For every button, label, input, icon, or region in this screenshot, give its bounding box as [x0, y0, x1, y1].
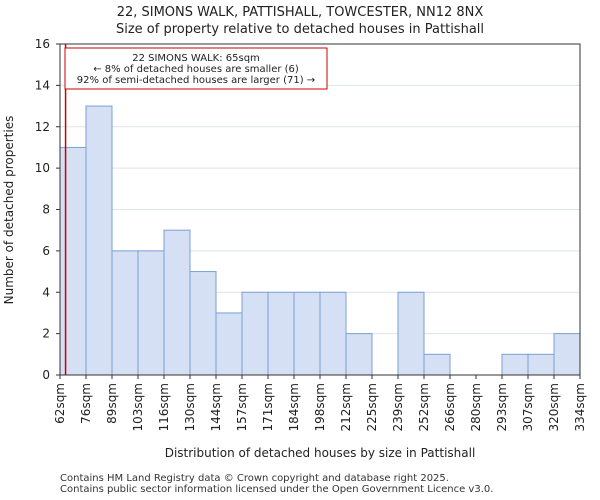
- x-tick-label: 334sqm: [573, 383, 587, 431]
- chart-title: 22, SIMONS WALK, PATTISHALL, TOWCESTER, …: [117, 5, 484, 20]
- bar-89sqm: [111, 250, 139, 376]
- bar-212sqm: [345, 333, 373, 376]
- x-tick-label: 280sqm: [469, 383, 483, 431]
- x-tick-label: 198sqm: [313, 383, 327, 431]
- bar-307sqm: [527, 353, 555, 376]
- bar-103sqm: [137, 250, 165, 376]
- x-tick-label: 266sqm: [443, 383, 457, 431]
- bar-320sqm: [553, 333, 581, 376]
- bar-198sqm: [319, 291, 347, 376]
- annotation-line-3: 92% of semi-detached houses are larger (…: [77, 75, 315, 86]
- x-tick-label: 89sqm: [105, 383, 119, 424]
- bar-293sqm: [501, 353, 529, 376]
- x-tick-label: 252sqm: [417, 383, 431, 431]
- x-tick-label: 212sqm: [339, 383, 353, 431]
- y-tick-label: 12: [35, 120, 50, 134]
- y-tick-label: 2: [42, 327, 50, 341]
- footer-line-2: Contains public sector information licen…: [60, 484, 494, 495]
- x-axis-label: Distribution of detached houses by size …: [165, 446, 476, 460]
- bar-130sqm: [189, 271, 217, 376]
- bar-157sqm: [241, 291, 269, 376]
- bar-239sqm: [397, 291, 425, 376]
- y-tick-label: 0: [42, 368, 50, 382]
- annotation-line-2: ← 8% of detached houses are smaller (6): [93, 64, 299, 75]
- bar-171sqm: [267, 291, 295, 376]
- annotation-box: 22 SIMONS WALK: 65sqm ← 8% of detached h…: [64, 47, 328, 90]
- footer-line-1: Contains HM Land Registry data © Crown c…: [60, 473, 449, 484]
- bar-76sqm: [85, 105, 113, 376]
- chart-subtitle: Size of property relative to detached ho…: [116, 22, 484, 37]
- bar-116sqm: [163, 229, 191, 376]
- x-tick-label: 307sqm: [521, 383, 535, 431]
- x-tick-label: 62sqm: [53, 383, 67, 424]
- x-axis-ticks: 62sqm 76sqm 89sqm 103sqm 116sqm 130sqm 144sqm 1…: [53, 375, 587, 431]
- x-tick-label: 239sqm: [391, 383, 405, 431]
- bars: [59, 105, 581, 376]
- bar-144sqm: [215, 312, 243, 376]
- x-tick-label: 130sqm: [183, 383, 197, 431]
- y-tick-label: 16: [35, 37, 50, 51]
- plot-frame: [59, 43, 581, 376]
- annotation-line-1: 22 SIMONS WALK: 65sqm: [132, 53, 260, 64]
- x-tick-label: 103sqm: [131, 383, 145, 431]
- x-tick-label: 171sqm: [261, 383, 275, 431]
- x-tick-label: 225sqm: [365, 383, 379, 431]
- x-tick-label: 320sqm: [547, 383, 561, 431]
- bar-252sqm: [423, 353, 451, 376]
- bar-184sqm: [293, 291, 321, 376]
- x-tick-label: 76sqm: [79, 383, 93, 424]
- x-tick-label: 157sqm: [235, 383, 249, 431]
- x-tick-label: 184sqm: [287, 383, 301, 431]
- bar-62sqm: [59, 146, 87, 376]
- y-tick-label: 4: [42, 285, 50, 299]
- y-axis-label: Number of detached properties: [2, 116, 16, 305]
- y-tick-label: 8: [42, 203, 50, 217]
- y-tick-label: 10: [35, 161, 50, 175]
- x-tick-label: 144sqm: [209, 383, 223, 431]
- y-tick-label: 6: [42, 244, 50, 258]
- x-tick-label: 116sqm: [157, 383, 171, 431]
- y-axis-ticks: 0 2 4 6 8 10 12 14 16: [35, 37, 60, 382]
- y-tick-label: 14: [35, 78, 50, 92]
- x-tick-label: 293sqm: [495, 383, 509, 431]
